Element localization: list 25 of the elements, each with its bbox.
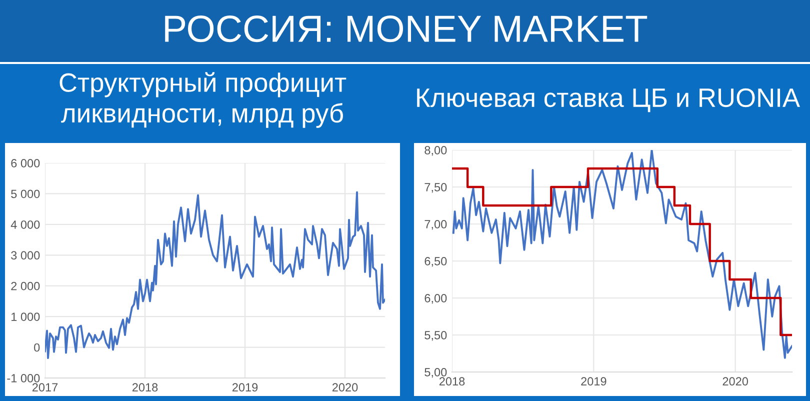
x-tick-label: 2019 [232, 383, 258, 392]
y-tick-label: 1 000 [12, 312, 40, 321]
y-tick-label: -1 000 [7, 374, 40, 382]
y-tick-label: 6,50 [424, 257, 447, 267]
x-tick-label: 2020 [722, 377, 748, 386]
x-tick-label: 2018 [439, 377, 465, 386]
x-tick-label: 2018 [132, 383, 158, 392]
y-tick-label: 5,00 [424, 368, 447, 378]
y-tick-label: 4 000 [10, 220, 40, 229]
y-tick-label: 6 000 [11, 159, 40, 168]
text: РОССИЯ: MONEY MARKET [165, 16, 648, 42]
y-tick-label: 3 000 [11, 251, 40, 260]
x-tick-label: 2017 [32, 383, 58, 392]
chart-title: Ключевая ставка ЦБ и RUONIA [417, 88, 800, 112]
y-tick-label: 2 000 [11, 282, 40, 290]
x-tick-label: 2020 [332, 383, 358, 392]
y-tick-label: 5,50 [424, 331, 447, 341]
y-tick-label: 0 [34, 343, 40, 352]
x-tick-label: 2019 [581, 377, 606, 386]
y-tick-label: 5 000 [11, 190, 40, 198]
chart-title: Структурный профицит ликвидности, млрд руб [60, 72, 346, 128]
y-tick-label: 7,50 [424, 183, 447, 193]
y-tick-label: 7,00 [424, 220, 447, 230]
y-tick-label: 8,00 [424, 146, 447, 156]
y-tick-label: 6,00 [424, 294, 447, 304]
